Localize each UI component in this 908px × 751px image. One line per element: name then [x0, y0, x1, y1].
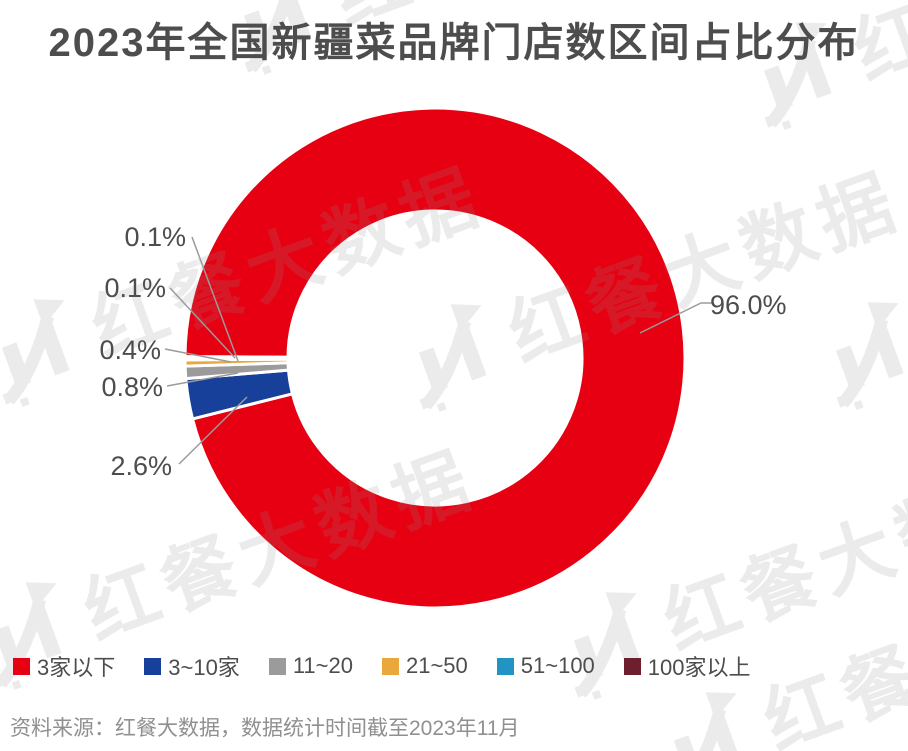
legend-swatch-4 [496, 657, 514, 675]
legend-label-5: 100家以上 [647, 655, 751, 680]
legend-item-1: 3~10家 [144, 650, 240, 682]
legend-label-0: 3家以下 [37, 655, 116, 680]
legend-label-4: 51~100 [520, 653, 595, 678]
legend-swatch-5 [623, 657, 641, 675]
watermark-logo-icon [1, 298, 70, 407]
pie-slice-5 [183, 355, 290, 360]
legend-label-1: 3~10家 [168, 655, 240, 680]
legend-item-5: 100家以上 [623, 650, 751, 682]
legend-swatch-0 [13, 657, 30, 675]
percent-label-2: 0.8% [101, 372, 163, 402]
watermark-text: 红餐大数据 [753, 546, 908, 751]
watermark-4: 红餐大数据 [804, 140, 908, 419]
percent-label-0: 96.0% [710, 290, 787, 320]
legend-item-2: 11~20 [268, 653, 353, 679]
legend-item-3: 21~50 [381, 653, 468, 679]
percent-label-3: 0.4% [99, 335, 161, 365]
chart-title: 2023年全国新疆菜品牌门店数区间占比分布 [48, 21, 860, 65]
legend-swatch-3 [381, 657, 399, 675]
legend-label-3: 21~50 [405, 653, 468, 678]
percent-label-5: 0.1% [124, 222, 186, 252]
legend-swatch-2 [268, 657, 286, 675]
percent-label-1: 2.6% [110, 451, 172, 481]
legend-item-0: 3家以下 [13, 650, 115, 682]
source-note: 资料来源：红餐大数据，数据统计时间截至2023年11月 [10, 717, 520, 740]
pie-slice-0 [183, 106, 687, 610]
watermark-logo-icon [835, 301, 904, 410]
watermark-logo-icon [673, 691, 742, 751]
donut-chart [183, 106, 687, 610]
legend: 3家以下 3~10家 11~20 21~50 51~100 100家以上 [13, 650, 751, 682]
legend-label-2: 11~20 [292, 653, 353, 678]
percent-label-4: 0.1% [104, 273, 166, 303]
legend-item-4: 51~100 [496, 653, 595, 679]
legend-swatch-1 [144, 657, 162, 675]
